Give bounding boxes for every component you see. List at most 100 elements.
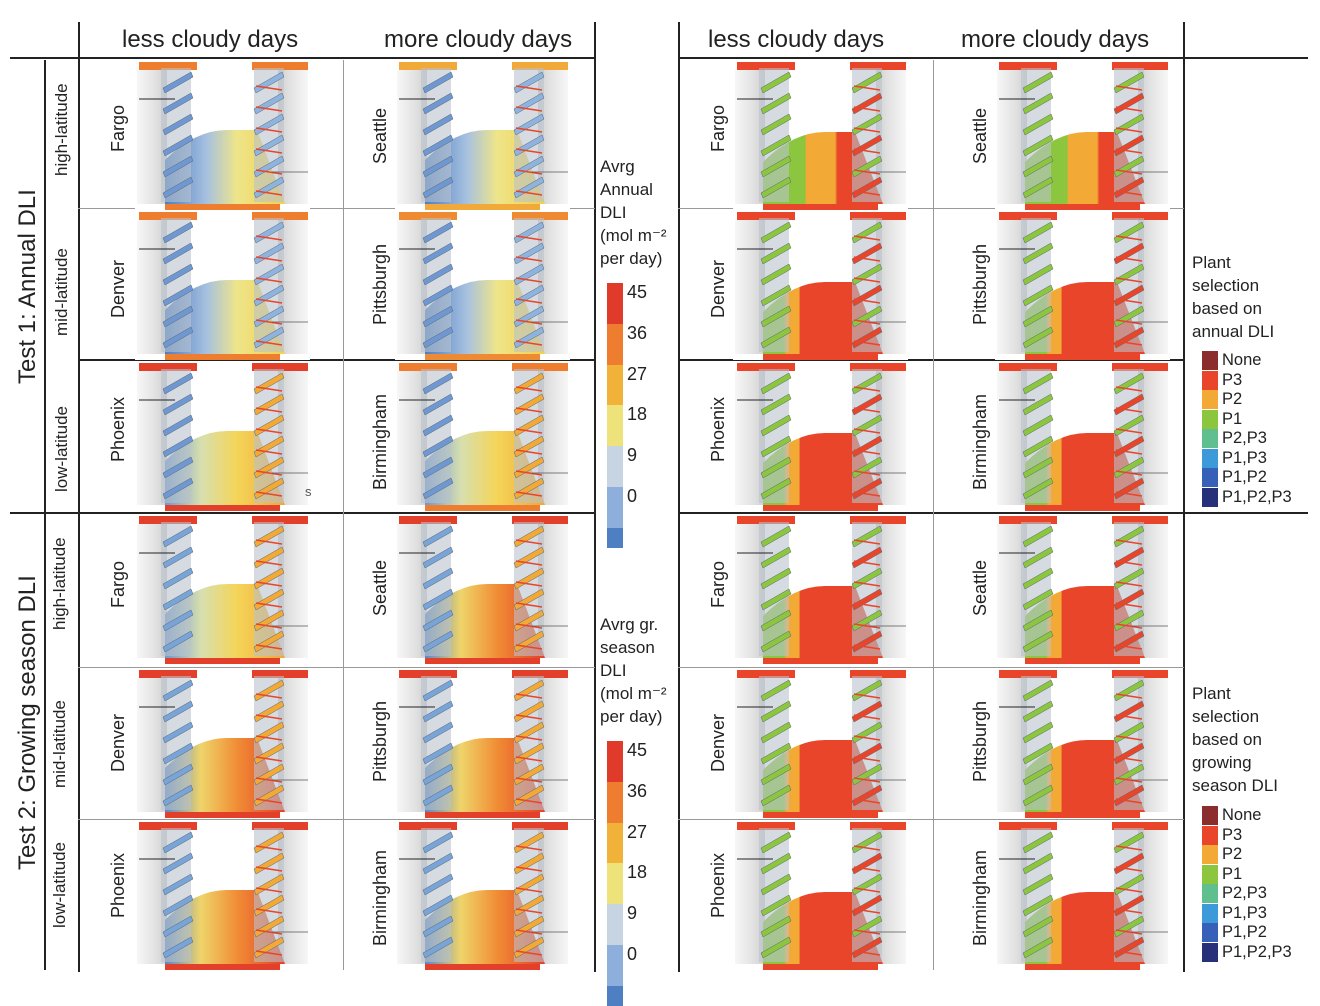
column-header-2: more cloudy days [384,26,573,53]
simulation-panel [995,363,1170,511]
city-label: Seattle [970,559,990,616]
plant-legend-swatch [1202,845,1218,864]
simulation-panel [135,822,310,970]
city-label: Birmingham [970,849,990,946]
frame-line [678,208,1184,209]
city-label: Birmingham [370,849,390,946]
city-label: Denver [708,259,728,318]
plant-legend-label: P2 [1222,845,1243,863]
frame-line [678,359,1184,361]
simulation-panel [995,212,1170,360]
colorbar-tick-label: 27 [627,821,648,842]
city-label: Pittsburgh [970,243,990,325]
plant-legend-swatch [1202,903,1218,923]
colorbar-tick-label: 36 [627,780,648,801]
simulation-panel [995,516,1170,664]
test-label-1: Test 1: Annual DLI [14,189,41,384]
colorbar-tick-label: 36 [627,322,648,343]
city-label: Birmingham [970,393,990,490]
city-label: Phoenix [708,396,728,462]
city-label: Fargo [108,104,128,152]
city-label: Seattle [370,559,390,616]
city-label: Phoenix [108,852,128,918]
colorbar-tick-label: 45 [627,740,648,760]
colorbar-segment [607,405,623,447]
plant-legend-label: P3 [1222,825,1243,844]
plant-legend-label: P1,P3 [1222,903,1267,922]
plant-legend-title-1: Plant selection based on annual DLI [1192,253,1275,341]
simulation-panel [395,212,570,360]
colorbar-tick-label: 27 [627,363,648,384]
colorbar-segment [607,944,623,986]
simulation-panel [995,670,1170,818]
colorbar-segment [607,781,623,823]
frame-line [10,512,595,514]
city-label: Denver [108,713,128,772]
city-label: Fargo [708,104,728,152]
frame-line [78,208,595,209]
latitude-label: high-latitude [50,537,69,630]
colorbar-tick-label: 9 [627,445,638,466]
column-header-1: less cloudy days [122,26,299,53]
colorbar-segment [607,486,623,528]
colorbar-segment [607,323,623,365]
city-label: Fargo [108,560,128,608]
simulation-panel [135,212,310,360]
simulation-panel [733,62,908,210]
plant-legend-swatch [1202,409,1218,429]
test-label-2: Test 2: Growing season DLI [14,575,41,870]
plant-legend-label: P1 [1222,409,1243,428]
plant-legend-swatch [1202,864,1218,884]
latitude-label: mid-latitude [50,700,69,788]
frame-line [78,359,595,361]
plant-legend-swatch [1202,923,1218,942]
colorbar-segment [607,863,623,905]
plant-legend-title-2: Plant selection based on growing season … [1192,684,1278,795]
colorbar-tick-label: 18 [627,862,648,883]
simulation-panel [395,62,570,210]
plant-legend-label: None [1222,806,1262,824]
plant-legend-swatch [1202,429,1218,448]
simulation-panel [995,822,1170,970]
latitude-label: mid-latitude [52,248,71,336]
simulation-panel [733,670,908,818]
city-label: Pittsburgh [370,243,390,325]
latitude-label: high-latitude [52,83,71,176]
city-label: Phoenix [708,852,728,918]
stray-mark: s [305,484,312,499]
plant-legend-swatch [1202,468,1218,487]
city-label: Pittsburgh [370,700,390,782]
city-label: Birmingham [370,393,390,490]
city-label: Fargo [708,560,728,608]
colorbar-segment [607,741,623,782]
dli-colorbar-2 [607,741,623,1006]
frame-line [678,819,1184,820]
frame-line [1183,22,1185,972]
plant-legend-swatch [1202,942,1218,962]
colorbar-segment [607,527,623,548]
simulation-panel [733,822,908,970]
plant-legend-label: P2,P3 [1222,884,1267,902]
colorbar-tick-label: 0 [627,944,638,964]
colorbar-segment [607,446,623,487]
simulation-panel [135,670,310,818]
colorbar-segment [607,985,623,1006]
plant-legend-swatch [1202,390,1218,409]
city-label: Seattle [370,107,390,164]
dli-legend-title-1: Avrg Annual DLI (mol m⁻² per day) [600,157,667,268]
frame-line [78,667,595,668]
colorbar-tick-label: 0 [627,486,638,506]
colorbar-segment [607,904,623,945]
plant-legend-label: None [1222,351,1262,369]
frame-line [678,512,1308,514]
plant-legend-swatch [1202,884,1218,903]
frame-line [678,667,1184,668]
city-label: Seattle [970,107,990,164]
plant-legend-swatch [1202,806,1218,825]
dli-legend-title-2: Avrg gr. season DLI (mol m⁻² per day) [600,615,667,726]
colorbar-segment [607,364,623,406]
dli-colorbar-1 [607,283,623,548]
plant-legend-label: P1,P3 [1222,448,1267,467]
plant-legend-swatch [1202,825,1218,845]
plant-legend-label: P1,P2,P3 [1222,942,1292,961]
